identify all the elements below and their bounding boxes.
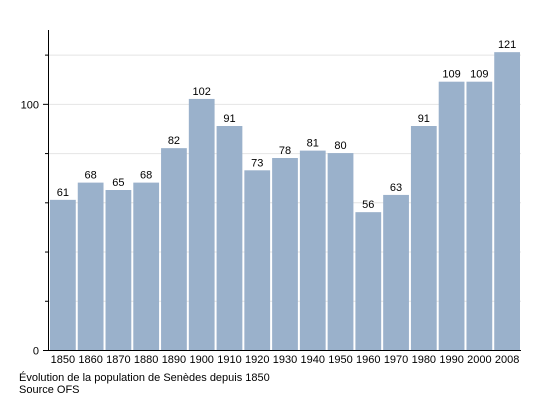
bar-value-label: 82 — [168, 135, 180, 147]
bar — [105, 190, 132, 350]
bar — [383, 194, 409, 350]
bar — [133, 182, 160, 350]
bar — [188, 98, 215, 350]
bar — [299, 150, 326, 350]
bar — [216, 126, 243, 350]
x-tick-label: 2008 — [495, 354, 519, 366]
bar-value-label: 81 — [307, 138, 319, 150]
x-tick-label: 1860 — [78, 354, 102, 366]
bar-value-label: 109 — [442, 69, 460, 81]
chart-source: Source OFS — [19, 384, 80, 396]
bar-value-label: 78 — [279, 145, 291, 157]
bar-value-label: 91 — [418, 113, 430, 125]
bar-value-label: 109 — [470, 69, 488, 81]
bar — [244, 170, 271, 350]
bar — [410, 126, 437, 350]
x-tick-label: 1980 — [412, 354, 436, 366]
x-tick-label: 1970 — [384, 354, 408, 366]
x-tick-label: 1990 — [439, 354, 463, 366]
bar-value-label: 56 — [362, 199, 374, 211]
bar — [355, 212, 382, 350]
x-tick-label: 1960 — [356, 354, 380, 366]
bar — [466, 81, 493, 350]
x-tick-label: 1890 — [162, 354, 186, 366]
bar — [494, 52, 520, 351]
bar — [50, 199, 76, 350]
bar-value-label: 68 — [85, 170, 97, 182]
bar-value-label: 80 — [334, 140, 346, 152]
bar-value-label: 121 — [498, 39, 516, 51]
x-tick-label: 2000 — [467, 354, 491, 366]
x-tick-label: 1940 — [301, 354, 325, 366]
chart-caption: Évolution de la population de Senèdes de… — [19, 372, 270, 384]
bar-value-label: 102 — [193, 86, 211, 98]
x-tick-label: 1910 — [217, 354, 241, 366]
bar-value-label: 68 — [140, 170, 152, 182]
bar — [272, 158, 298, 350]
x-tick-label: 1880 — [134, 354, 158, 366]
x-tick-label: 1950 — [328, 354, 352, 366]
y-tick-label: 100 — [21, 99, 39, 111]
bar — [327, 153, 354, 350]
bar-value-label: 61 — [57, 187, 69, 199]
bar — [161, 148, 187, 350]
bar-value-label: 91 — [223, 113, 235, 125]
x-tick-label: 1930 — [273, 354, 297, 366]
y-tick-label: 0 — [33, 346, 39, 358]
x-tick-label: 1850 — [51, 354, 75, 366]
bar — [438, 81, 465, 350]
x-tick-label: 1870 — [106, 354, 130, 366]
bar-value-label: 65 — [112, 177, 124, 189]
x-tick-label: 1900 — [189, 354, 213, 366]
bar-value-label: 63 — [390, 182, 402, 194]
x-tick-label: 1920 — [245, 354, 269, 366]
bar — [77, 182, 104, 350]
bar-value-label: 73 — [251, 157, 263, 169]
